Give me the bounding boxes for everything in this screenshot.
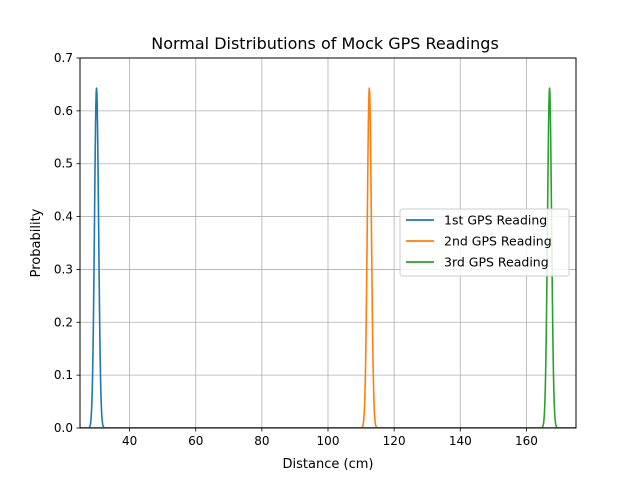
axis-ticks: 40 60 80 100 120 140 160 0.0 0.1 0.2 0.3 0.4 0.5 0.6 0…: [54, 51, 538, 448]
y-tick-label: 0.7: [54, 51, 73, 65]
y-tick-label: 0.1: [54, 368, 73, 382]
x-tick-label: 80: [254, 434, 269, 448]
legend-label-1: 1st GPS Reading: [444, 213, 547, 228]
x-axis-label: Distance (cm): [283, 457, 374, 472]
y-tick-label: 0.3: [54, 262, 73, 276]
x-tick-label: 120: [383, 434, 406, 448]
x-tick-label: 40: [122, 434, 137, 448]
y-tick-label: 0.0: [54, 421, 73, 435]
legend-label-3: 3rd GPS Reading: [444, 255, 549, 270]
x-tick-label: 160: [515, 434, 538, 448]
x-tick-label: 140: [449, 434, 472, 448]
legend: 1st GPS Reading 2nd GPS Reading 3rd GPS Re…: [399, 208, 570, 277]
y-tick-label: 0.6: [54, 104, 73, 118]
y-axis-label: Probability: [29, 208, 44, 277]
legend-label-2: 2nd GPS Reading: [444, 234, 552, 249]
legend-box: [399, 208, 570, 277]
x-tick-label: 100: [317, 434, 340, 448]
x-tick-label: 60: [188, 434, 203, 448]
y-tick-label: 0.5: [54, 157, 73, 171]
chart-title: Normal Distributions of Mock GPS Reading…: [151, 34, 499, 53]
y-tick-label: 0.2: [54, 315, 73, 329]
y-tick-label: 0.4: [54, 210, 73, 224]
